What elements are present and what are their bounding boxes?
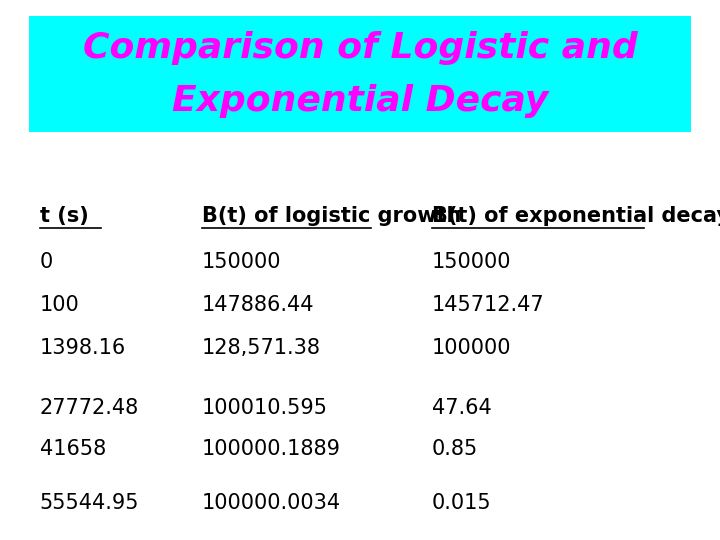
Text: 100000.0034: 100000.0034 (202, 493, 341, 514)
Text: 147886.44: 147886.44 (202, 295, 314, 315)
Text: 0.015: 0.015 (432, 493, 492, 514)
FancyBboxPatch shape (29, 16, 691, 132)
Text: 128,571.38: 128,571.38 (202, 338, 320, 359)
Text: B(t) of exponential decay: B(t) of exponential decay (432, 206, 720, 226)
Text: 0.85: 0.85 (432, 439, 478, 460)
Text: 41658: 41658 (40, 439, 106, 460)
Text: 100000.1889: 100000.1889 (202, 439, 341, 460)
Text: Comparison of Logistic and: Comparison of Logistic and (83, 31, 637, 65)
Text: 27772.48: 27772.48 (40, 397, 139, 418)
Text: 100: 100 (40, 295, 79, 315)
Text: 150000: 150000 (202, 252, 281, 272)
Text: B(t) of logistic growth: B(t) of logistic growth (202, 206, 461, 226)
Text: 55544.95: 55544.95 (40, 493, 139, 514)
Text: t (s): t (s) (40, 206, 89, 226)
Text: Exponential Decay: Exponential Decay (172, 84, 548, 118)
Text: 150000: 150000 (432, 252, 511, 272)
Text: 100010.595: 100010.595 (202, 397, 328, 418)
Text: 100000: 100000 (432, 338, 511, 359)
Text: 1398.16: 1398.16 (40, 338, 126, 359)
Text: 0: 0 (40, 252, 53, 272)
Text: 47.64: 47.64 (432, 397, 492, 418)
Text: 145712.47: 145712.47 (432, 295, 544, 315)
